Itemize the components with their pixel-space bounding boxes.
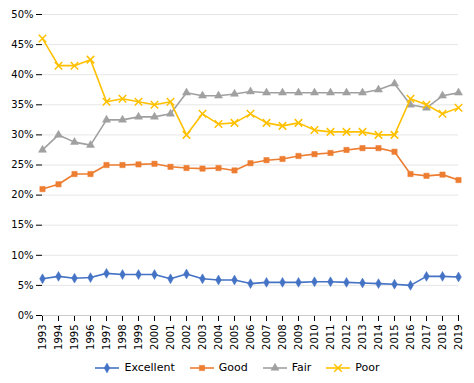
svg-text:2014: 2014 [373, 325, 384, 350]
svg-text:2007: 2007 [261, 325, 272, 350]
svg-text:1994: 1994 [53, 325, 64, 350]
svg-text:2013: 2013 [357, 325, 368, 350]
svg-text:1996: 1996 [85, 325, 96, 350]
svg-text:2018: 2018 [437, 325, 448, 350]
svg-text:2001: 2001 [165, 325, 176, 350]
svg-text:0%: 0% [18, 310, 34, 321]
svg-text:2016: 2016 [405, 325, 416, 350]
svg-text:20%: 20% [11, 189, 33, 200]
svg-text:2010: 2010 [309, 325, 320, 350]
svg-text:1995: 1995 [69, 325, 80, 350]
html-text:Poor: Poor [355, 361, 380, 374]
svg-text:10%: 10% [11, 250, 33, 261]
svg-text:1999: 1999 [133, 325, 144, 350]
svg-text:15%: 15% [11, 219, 33, 230]
html-text:Fair: Fair [291, 361, 312, 374]
svg-text:2019: 2019 [453, 325, 464, 350]
svg-text:35%: 35% [11, 99, 33, 110]
svg-text:30%: 30% [11, 129, 33, 140]
svg-text:50%: 50% [11, 9, 33, 20]
svg-text:2008: 2008 [277, 325, 288, 350]
svg-text:2002: 2002 [181, 325, 192, 350]
svg-text:2011: 2011 [325, 325, 336, 350]
svg-text:25%: 25% [11, 159, 33, 170]
svg-text:40%: 40% [11, 69, 33, 80]
html-text:Good: Good [218, 361, 248, 374]
svg-text:1997: 1997 [101, 325, 112, 350]
html-text:Excellent: Excellent [124, 361, 175, 374]
svg-text:2006: 2006 [245, 325, 256, 350]
svg-text:45%: 45% [11, 39, 33, 50]
svg-text:2003: 2003 [197, 325, 208, 350]
svg-text:1998: 1998 [117, 325, 128, 350]
svg-text:2017: 2017 [421, 325, 432, 350]
svg-text:5%: 5% [18, 280, 34, 291]
svg-text:1993: 1993 [37, 325, 48, 350]
svg-text:2000: 2000 [149, 325, 160, 350]
svg-text:2004: 2004 [213, 325, 224, 350]
svg-text:2012: 2012 [341, 325, 352, 350]
svg-text:2005: 2005 [229, 325, 240, 350]
svg-text:2015: 2015 [389, 325, 400, 350]
svg-text:2009: 2009 [293, 325, 304, 350]
